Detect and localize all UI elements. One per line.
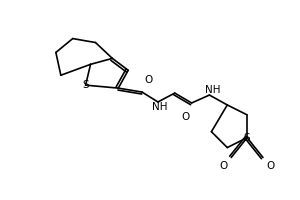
Text: S: S [244,133,250,143]
Text: O: O [267,161,275,171]
Text: O: O [182,112,190,122]
Text: NH: NH [205,85,220,95]
Text: O: O [144,75,152,85]
Text: NH: NH [152,102,168,112]
Text: S: S [82,80,89,90]
Text: O: O [219,161,227,171]
